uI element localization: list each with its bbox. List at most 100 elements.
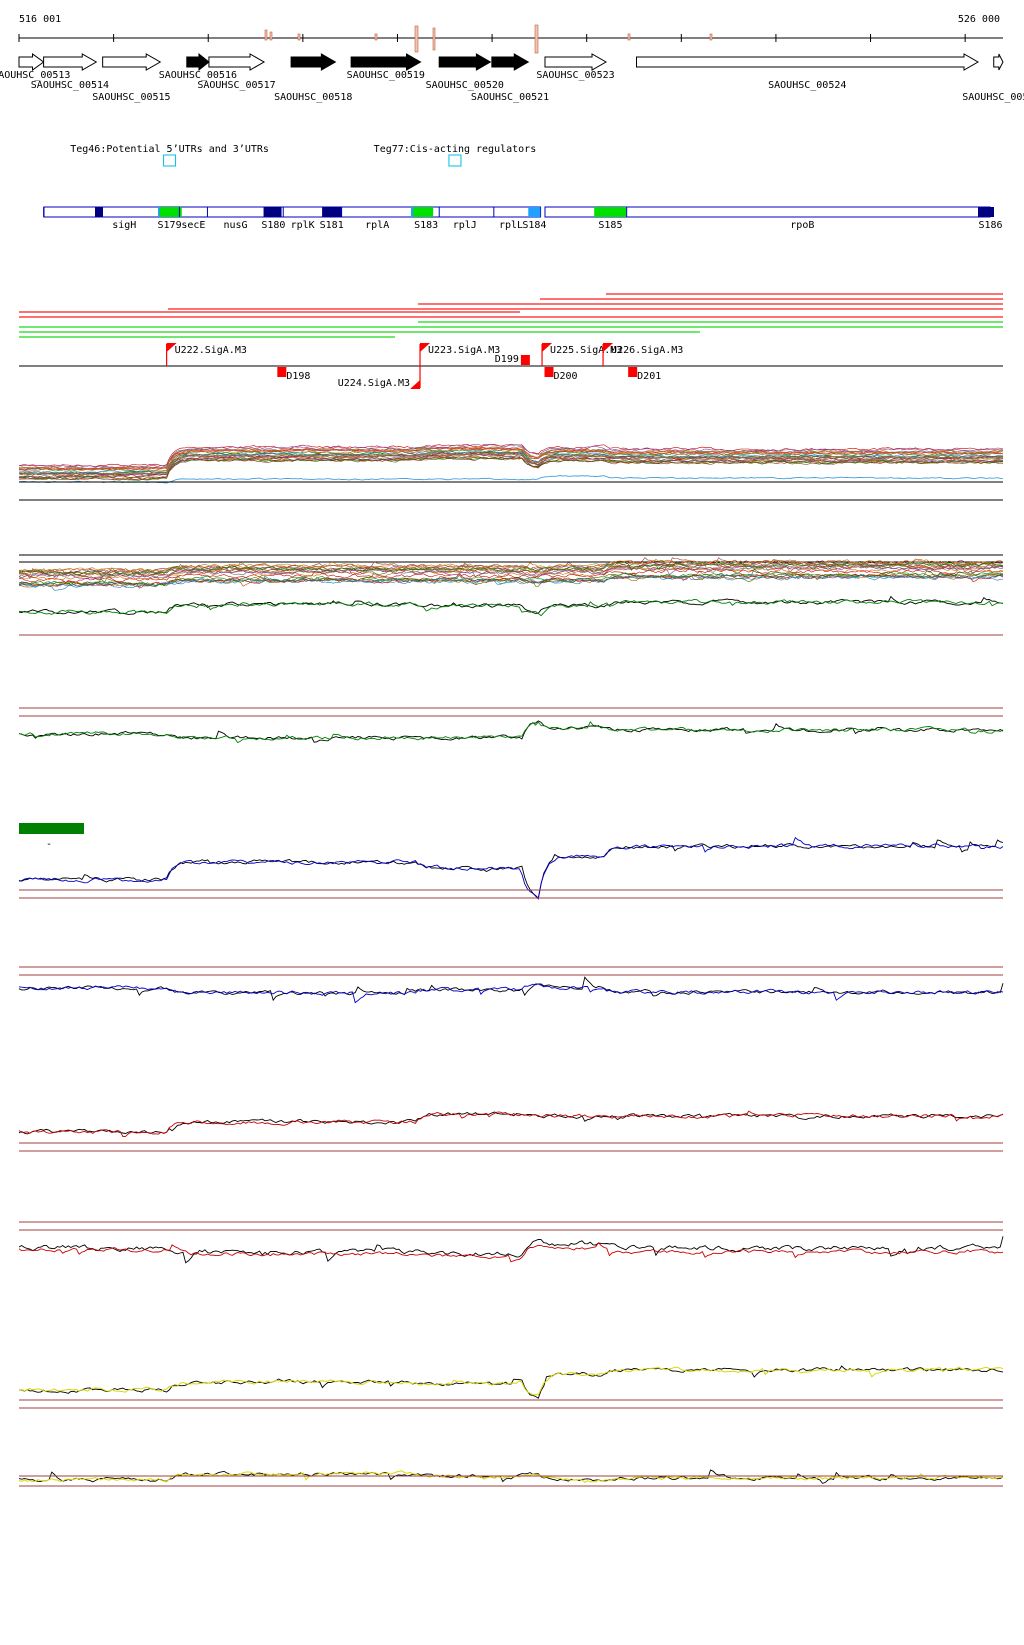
expression-trace (18, 451, 1004, 476)
segment-label: rplA (365, 220, 389, 231)
gene-label: SAOUHSC_00517 (197, 80, 275, 91)
segment-label: S186 (978, 220, 1002, 231)
expression-mark (709, 33, 713, 41)
promoter-flag (542, 343, 553, 352)
promoter-marks: U222.SigA.M3 U223.SigA.M3 U224.SigA.M3 U225… (166, 343, 683, 389)
gene-arrow (993, 53, 1004, 71)
segment-block (263, 207, 282, 217)
segment-label: sigH (112, 220, 136, 231)
gene-arrow (438, 53, 492, 71)
expression-trace (18, 561, 1004, 577)
gene-arrow (636, 53, 980, 71)
expression-trace (18, 567, 1004, 581)
segment-label: S180 (261, 220, 285, 231)
gene-label: SAOUHSC_00521 (471, 92, 549, 103)
gene-arrow (544, 53, 608, 71)
expression-trace (18, 572, 1004, 588)
gene-arrow (186, 52, 210, 72)
expression-marks (264, 24, 713, 54)
expression-trace (18, 446, 1004, 470)
expression-trace (18, 1111, 1004, 1135)
axis-ticks (18, 34, 966, 42)
gene-label: SAOUHSC_00519 (347, 70, 425, 81)
gene-label: SAOUHSC_00513 (0, 70, 70, 81)
segment-label: S185 (598, 220, 622, 231)
promoter-label: U226.SigA.M3 (611, 345, 683, 356)
gene-arrow (18, 53, 45, 71)
expression-mark (414, 25, 419, 53)
terminator-marks: D198 D199 D200 D201 (277, 354, 661, 382)
segment-label: S183 (414, 220, 438, 231)
expression-trace (18, 720, 1004, 743)
expression-trace (18, 836, 1004, 899)
segment-block (978, 207, 995, 217)
expression-mark (627, 33, 631, 41)
terminator-block (628, 367, 638, 377)
expression-trace (18, 558, 1004, 573)
expression-trace (18, 475, 1004, 484)
terminator-label: D198 (286, 371, 310, 382)
segment-label: rplL (499, 220, 523, 231)
expression-trace (18, 446, 1004, 471)
segment-label: S184 (522, 220, 546, 231)
expression-trace (18, 1366, 1004, 1396)
gene-label: SAOUHSC_00515 (92, 92, 170, 103)
promoter-flag (166, 343, 177, 352)
expression-trace (18, 573, 1004, 589)
promoter-label: U223.SigA.M3 (428, 345, 500, 356)
expression-trace (18, 1365, 1004, 1399)
segment-block (528, 207, 541, 217)
segment-block (413, 207, 434, 217)
segment-label: S181 (320, 220, 344, 231)
read-track (19, 293, 1003, 338)
segment-label: rplJ (453, 220, 477, 231)
segment-label: secE (181, 220, 205, 231)
expression-trace (18, 448, 1004, 472)
expression-trace (18, 454, 1004, 478)
gene-label: SAOUHSC_00523 (536, 70, 614, 81)
regulator-box (448, 154, 462, 167)
terminator-block (277, 367, 287, 377)
expression-trace (18, 1242, 1004, 1263)
segment-mark (95, 207, 103, 217)
gene-label: SAOUHSC_00518 (274, 92, 352, 103)
gene-arrow (491, 53, 530, 71)
expression-trace (18, 558, 1004, 573)
gene-arrow (208, 53, 266, 71)
gene-arrow (102, 53, 162, 71)
coordinate-axis: 516 001 526 000 (18, 14, 1003, 54)
gene-label: SAOUHSC_00516 (159, 70, 237, 81)
gene-label: SAOUHSC_00514 (31, 80, 109, 91)
expression-mark (432, 27, 436, 51)
expression-mark (264, 29, 268, 41)
expression-trace (18, 983, 1004, 1004)
expression-trace (18, 839, 1004, 900)
terminator-block (520, 355, 530, 365)
expression-trace (18, 443, 1004, 469)
legend-green-bar (19, 823, 84, 834)
promoter-label: U222.SigA.M3 (175, 345, 247, 356)
segment-label: S179 (158, 220, 182, 231)
expression-trace (18, 1110, 1004, 1137)
segment-bar-left (43, 206, 542, 218)
expression-trace (18, 599, 1004, 617)
regulator-label: Teg46:Potential 5’UTRs and 3’UTRs (70, 144, 269, 155)
gene-arrow (43, 53, 98, 71)
axis-start-label: 516 001 (19, 14, 61, 25)
promoter-flag (603, 343, 614, 352)
expression-trace (18, 443, 1004, 468)
promoter-flag (410, 380, 421, 389)
segment-block (159, 207, 182, 217)
expression-trace (18, 456, 1004, 481)
promoter-terminator-track: U222.SigA.M3 U223.SigA.M3 U224.SigA.M3 U225… (19, 343, 1003, 389)
terminator-block (544, 367, 554, 377)
segment-label: rplK (291, 220, 315, 231)
expression-trace (18, 452, 1004, 476)
gene-arrow (290, 53, 337, 71)
regulator-box (163, 154, 177, 167)
axis-end-label: 526 000 (958, 14, 1000, 25)
gene-label: SAOUHSC_00524 (768, 80, 846, 91)
expression-trace (18, 1236, 1004, 1264)
